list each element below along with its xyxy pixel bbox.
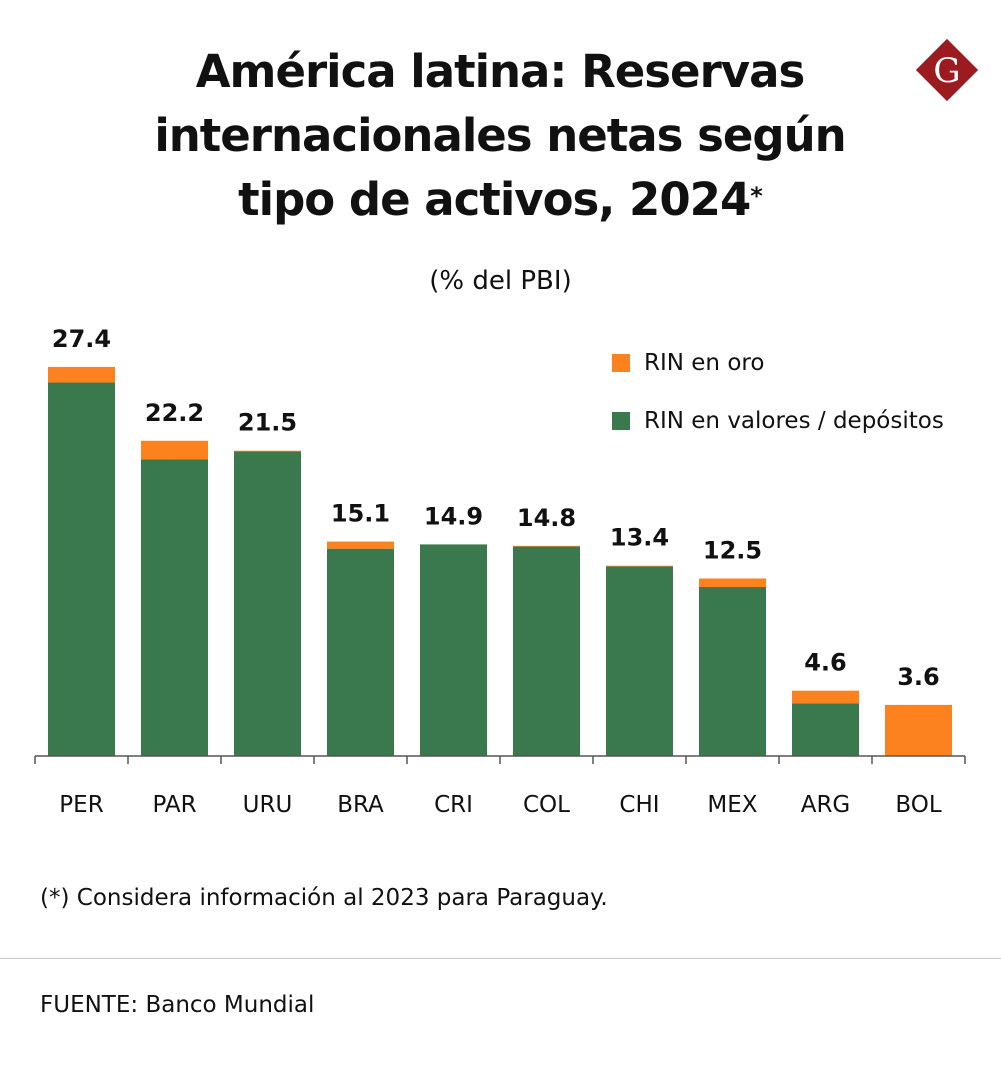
bar-segment-gold <box>234 450 301 452</box>
x-tick-label: CHI <box>619 792 659 818</box>
legend-swatch <box>612 354 630 372</box>
data-label: 22.2 <box>145 399 204 427</box>
bar-segment-gold <box>513 545 580 547</box>
legend-item-securities: RIN en valores / depósitos <box>612 404 944 438</box>
x-tick-label: URU <box>243 792 293 818</box>
x-tick-label: ARG <box>801 792 851 818</box>
data-label: 3.6 <box>897 663 940 691</box>
x-tick-label: PER <box>59 792 103 818</box>
bar-segment-securities <box>327 548 394 756</box>
divider <box>0 958 1001 959</box>
chart-subtitle: (% del PBI) <box>429 266 572 296</box>
data-label: 14.9 <box>424 502 483 530</box>
svg-text:G: G <box>933 51 960 91</box>
bar-segment-securities <box>606 566 673 756</box>
x-tick-label: MEX <box>707 792 757 818</box>
data-label: 12.5 <box>703 537 762 565</box>
x-tick-label: PAR <box>152 792 196 818</box>
bar-segment-securities <box>420 544 487 756</box>
x-tick-label: BOL <box>895 792 941 818</box>
bar-segment-securities <box>141 459 208 756</box>
legend-item-gold: RIN en oro <box>612 346 944 380</box>
legend-swatch <box>612 412 630 430</box>
bar-segment-securities <box>48 382 115 756</box>
data-label: 13.4 <box>610 524 669 552</box>
data-label: 27.4 <box>52 325 111 353</box>
logo-g-icon: G <box>915 38 979 102</box>
chart-title: América latina: Reservas internacionales… <box>154 45 846 226</box>
bar-chart: 27.4 PER 22.2 PAR 21.5 URU 15.1 BRA 14.9 CRI 14.8 C… <box>34 325 966 818</box>
bar-segment-gold <box>327 541 394 549</box>
x-tick-label: CRI <box>434 792 473 818</box>
legend-label: RIN en oro <box>644 350 765 376</box>
bar-segment-securities <box>792 703 859 756</box>
x-tick-label: BRA <box>337 792 384 818</box>
footnote: (*) Considera información al 2023 para P… <box>40 885 608 911</box>
data-label: 21.5 <box>238 409 297 437</box>
source: FUENTE: Banco Mundial <box>40 992 315 1018</box>
bar-segment-gold <box>48 366 115 383</box>
bar-segment-gold <box>141 440 208 460</box>
data-label: 14.8 <box>517 504 576 532</box>
x-tick-label: COL <box>523 792 570 818</box>
bar-segment-gold <box>885 704 952 756</box>
legend: RIN en oro RIN en valores / depósitos <box>612 346 944 462</box>
bar-segment-securities <box>513 546 580 756</box>
bar-segment-securities <box>234 451 301 756</box>
bar-segment-securities <box>699 587 766 756</box>
data-label: 4.6 <box>804 649 847 677</box>
bar-segment-gold <box>792 690 859 704</box>
legend-label: RIN en valores / depósitos <box>644 408 944 434</box>
bar-segment-gold <box>699 578 766 588</box>
data-label: 15.1 <box>331 500 390 528</box>
bar-segment-gold <box>606 565 673 567</box>
